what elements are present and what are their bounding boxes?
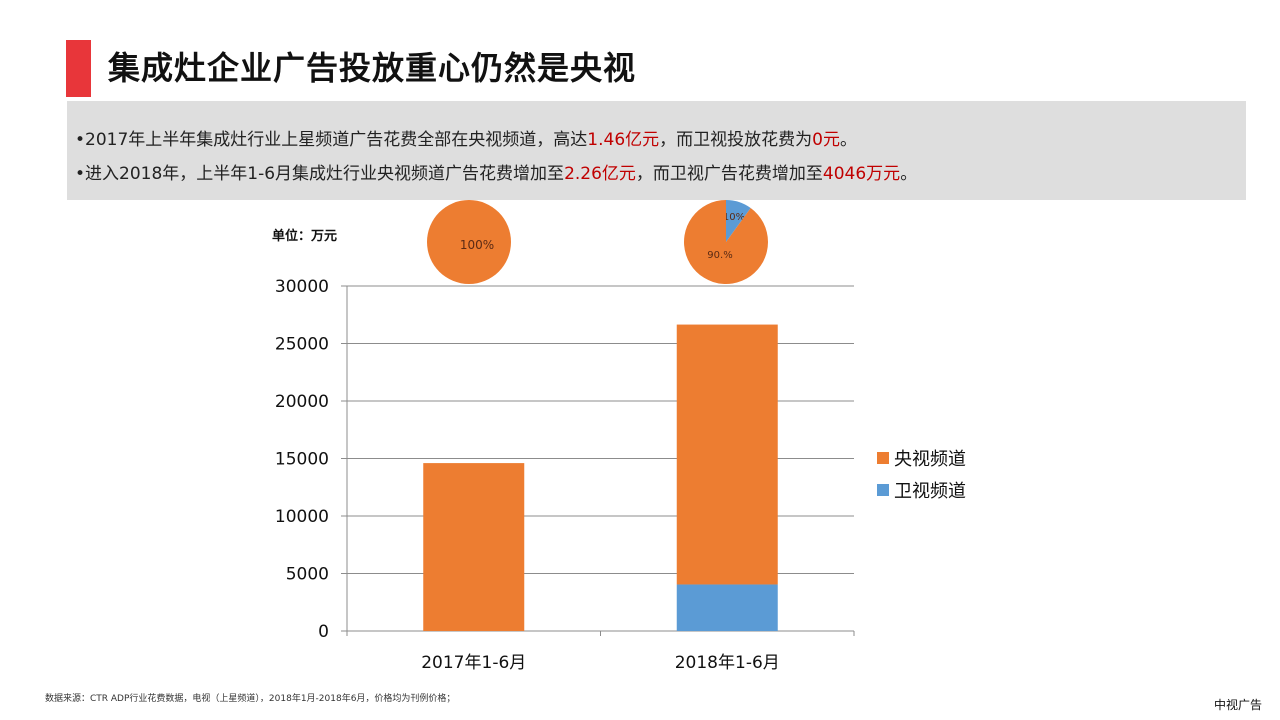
pie-label: 10% bbox=[723, 212, 745, 223]
title-accent-bar bbox=[66, 40, 91, 97]
legend-label: 卫视频道 bbox=[894, 481, 966, 502]
x-category-label: 2017年1-6月 bbox=[421, 653, 526, 673]
brand-label: 中视广告 bbox=[1213, 698, 1262, 712]
x-category-label: 2018年1-6月 bbox=[675, 653, 780, 673]
bar-segment bbox=[423, 463, 525, 631]
summary-text: •进入2018年，上半年1-6月集成灶行业央视频道广告花费增加至 bbox=[75, 164, 565, 184]
summary-text: 。 bbox=[900, 164, 918, 184]
page-title: 集成灶企业广告投放重心仍然是央视 bbox=[108, 49, 637, 87]
summary-text: ，而卫视投放花费为 bbox=[659, 130, 813, 150]
legend-swatch bbox=[877, 452, 889, 464]
highlight-value: 1.46亿元 bbox=[587, 130, 660, 150]
y-tick-label: 5000 bbox=[286, 565, 329, 585]
y-tick-label: 25000 bbox=[275, 335, 329, 355]
y-tick-label: 0 bbox=[318, 622, 329, 642]
highlight-value: 0元 bbox=[812, 130, 840, 150]
pie-slice bbox=[427, 200, 511, 284]
highlight-value: 2.26亿元 bbox=[564, 164, 636, 184]
summary-line-1: •2017年上半年集成灶行业上星频道广告花费全部在央视频道，高达1.46亿元，而… bbox=[75, 125, 857, 150]
y-tick-label: 20000 bbox=[275, 392, 329, 412]
bar-segment bbox=[676, 584, 778, 631]
summary-box: •2017年上半年集成灶行业上星频道广告花费全部在央视频道，高达1.46亿元，而… bbox=[67, 101, 1246, 200]
pie-slice bbox=[726, 200, 751, 242]
y-tick-label: 30000 bbox=[275, 277, 329, 297]
data-source-note: 数据来源：CTR ADP行业花费数据，电视（上星频道），2018年1月-2018… bbox=[45, 694, 456, 704]
summary-text: 。 bbox=[839, 130, 857, 150]
bar-segment bbox=[676, 324, 778, 585]
legend-label: 央视频道 bbox=[894, 449, 966, 470]
summary-text: •2017年上半年集成灶行业上星频道广告花费全部在央视频道，高达 bbox=[75, 130, 588, 150]
y-tick-label: 10000 bbox=[275, 507, 329, 527]
unit-label: 单位：万元 bbox=[272, 229, 338, 244]
summary-line-2: •进入2018年，上半年1-6月集成灶行业央视频道广告花费增加至2.26亿元，而… bbox=[75, 159, 917, 184]
pie-label: 100% bbox=[460, 238, 494, 252]
legend-swatch bbox=[877, 484, 889, 496]
y-tick-label: 15000 bbox=[275, 450, 329, 470]
pie-slice bbox=[683, 200, 768, 284]
highlight-value: 4046万元 bbox=[822, 164, 901, 184]
summary-text: ，而卫视广告花费增加至 bbox=[635, 164, 823, 184]
pie-label: 90.% bbox=[707, 250, 732, 261]
